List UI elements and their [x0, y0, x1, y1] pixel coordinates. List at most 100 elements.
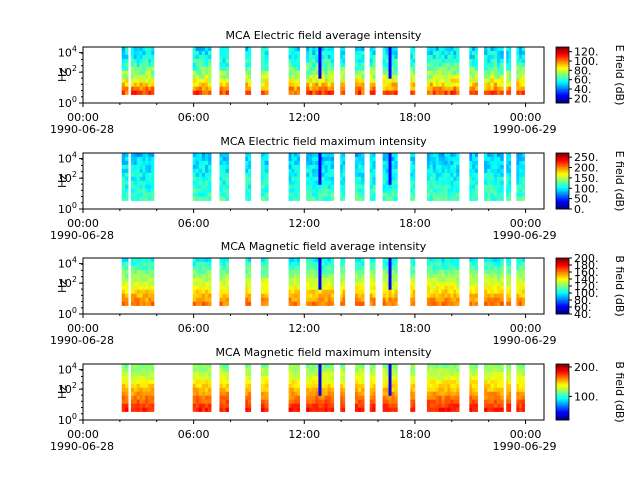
- spectrogram-cell: [309, 47, 313, 52]
- spectrogram-cell: [142, 399, 146, 404]
- spectrogram-cell: [222, 269, 226, 275]
- spectrogram-cell: [453, 293, 457, 298]
- colorbar-swatch: [556, 79, 569, 81]
- spectrogram-cell: [444, 395, 448, 400]
- spectrogram-cell: [133, 74, 138, 80]
- spectrogram-cell: [288, 265, 292, 271]
- spectrogram-cell: [142, 403, 146, 408]
- spectrogram-cell: [444, 58, 448, 64]
- spectrogram-cell: [309, 391, 313, 397]
- spectrogram-cell: [358, 383, 362, 389]
- spectrogram-cell: [484, 78, 488, 83]
- spectrogram-cell: [321, 297, 325, 302]
- spectrogram-cell: [369, 273, 373, 279]
- spectrogram-cell: [324, 47, 328, 52]
- spectrogram-cell: [394, 371, 398, 377]
- spectrogram-cell: [136, 391, 140, 397]
- spectrogram-cell: [142, 54, 146, 60]
- spectrogram-cell: [472, 164, 476, 170]
- spectrogram-cell: [340, 258, 343, 263]
- spectrogram-cell: [324, 196, 328, 201]
- spectrogram-cell: [484, 156, 488, 162]
- spectrogram-cell: [198, 273, 203, 279]
- spectrogram-cell: [291, 156, 295, 162]
- spectrogram-cell: [208, 54, 212, 60]
- spectrogram-cell: [330, 47, 335, 52]
- colorbar-swatch: [556, 262, 569, 264]
- spectrogram-cell: [391, 399, 395, 404]
- spectrogram-cell: [388, 301, 392, 306]
- spectrogram-cell: [327, 407, 332, 412]
- spectrogram-cell: [208, 387, 212, 393]
- spectrogram-cell: [412, 70, 416, 76]
- spectrogram-cell: [484, 379, 488, 385]
- spectrogram-cell: [412, 196, 416, 201]
- spectrogram-cell: [382, 364, 386, 369]
- spectrogram-cell: [148, 281, 152, 287]
- spectrogram-cell: [219, 176, 223, 182]
- spectrogram-cell: [208, 383, 212, 389]
- spectrogram-cell: [296, 285, 300, 291]
- spectrogram-cell: [291, 289, 295, 294]
- spectrogram-cell: [291, 62, 295, 68]
- spectrogram-cell: [139, 188, 143, 193]
- spectrogram-cell: [330, 184, 335, 189]
- spectrogram-cell: [219, 66, 223, 72]
- spectrogram-cell: [453, 82, 457, 87]
- spectrogram-cell: [124, 172, 129, 178]
- spectrogram-cell: [318, 277, 322, 283]
- spectrogram-cell: [201, 265, 206, 271]
- spectrogram-cell: [260, 367, 265, 373]
- spectrogram-cell: [372, 261, 376, 267]
- spectrogram-cell: [201, 62, 206, 68]
- spectrogram-cell: [429, 74, 434, 80]
- spectrogram-cell: [358, 50, 362, 56]
- spectrogram-cell: [321, 164, 325, 170]
- spectrogram-cell: [342, 277, 346, 283]
- spectrogram-cell: [372, 301, 376, 306]
- spectrogram-cell: [508, 47, 512, 52]
- spectrogram-cell: [438, 403, 442, 408]
- spectrogram-cell: [136, 70, 140, 76]
- spectrogram-cell: [432, 301, 436, 306]
- spectrogram-cell: [382, 407, 386, 412]
- spectrogram-cell: [222, 379, 226, 385]
- spectrogram-cell: [192, 172, 197, 178]
- spectrogram-cell: [201, 379, 206, 385]
- spectrogram-cell: [429, 168, 434, 174]
- spectrogram-cell: [248, 86, 252, 91]
- spectrogram-cell: [372, 391, 376, 397]
- spectrogram-cell: [438, 391, 442, 397]
- spectrogram-cell: [516, 168, 520, 174]
- spectrogram-cell: [315, 164, 319, 170]
- spectrogram-cell: [124, 261, 129, 267]
- spectrogram-cell: [205, 387, 209, 393]
- spectrogram-cell: [208, 371, 212, 377]
- colorbar-swatch: [556, 382, 569, 384]
- spectrogram-cell: [474, 395, 478, 400]
- spectrogram-cell: [429, 66, 434, 72]
- spectrogram-cell: [369, 54, 373, 60]
- spectrogram-cell: [456, 196, 460, 201]
- spectrogram-cell: [315, 176, 319, 182]
- spectrogram-cell: [130, 82, 135, 87]
- spectrogram-cell: [412, 184, 416, 189]
- spectrogram-cell: [490, 168, 495, 174]
- spectrogram-cell: [145, 289, 149, 294]
- spectrogram-cell: [139, 176, 143, 182]
- spectrogram-cell: [288, 196, 292, 201]
- colorbar-tick-label: 100.: [574, 390, 599, 403]
- spectrogram-cell: [315, 375, 319, 381]
- spectrogram-cell: [474, 66, 478, 72]
- spectrogram-cell: [330, 379, 335, 385]
- spectrogram-cell: [361, 367, 365, 373]
- spectrogram-cell: [148, 273, 152, 279]
- spectrogram-cell: [324, 258, 328, 263]
- spectrogram-cell: [245, 258, 249, 263]
- spectrogram-cell: [487, 184, 491, 189]
- spectrogram-cell: [288, 78, 292, 83]
- axes-frame: [82, 363, 545, 421]
- spectrogram-cell: [474, 281, 478, 287]
- spectrogram-cell: [264, 301, 269, 306]
- spectrogram-cell: [264, 293, 269, 298]
